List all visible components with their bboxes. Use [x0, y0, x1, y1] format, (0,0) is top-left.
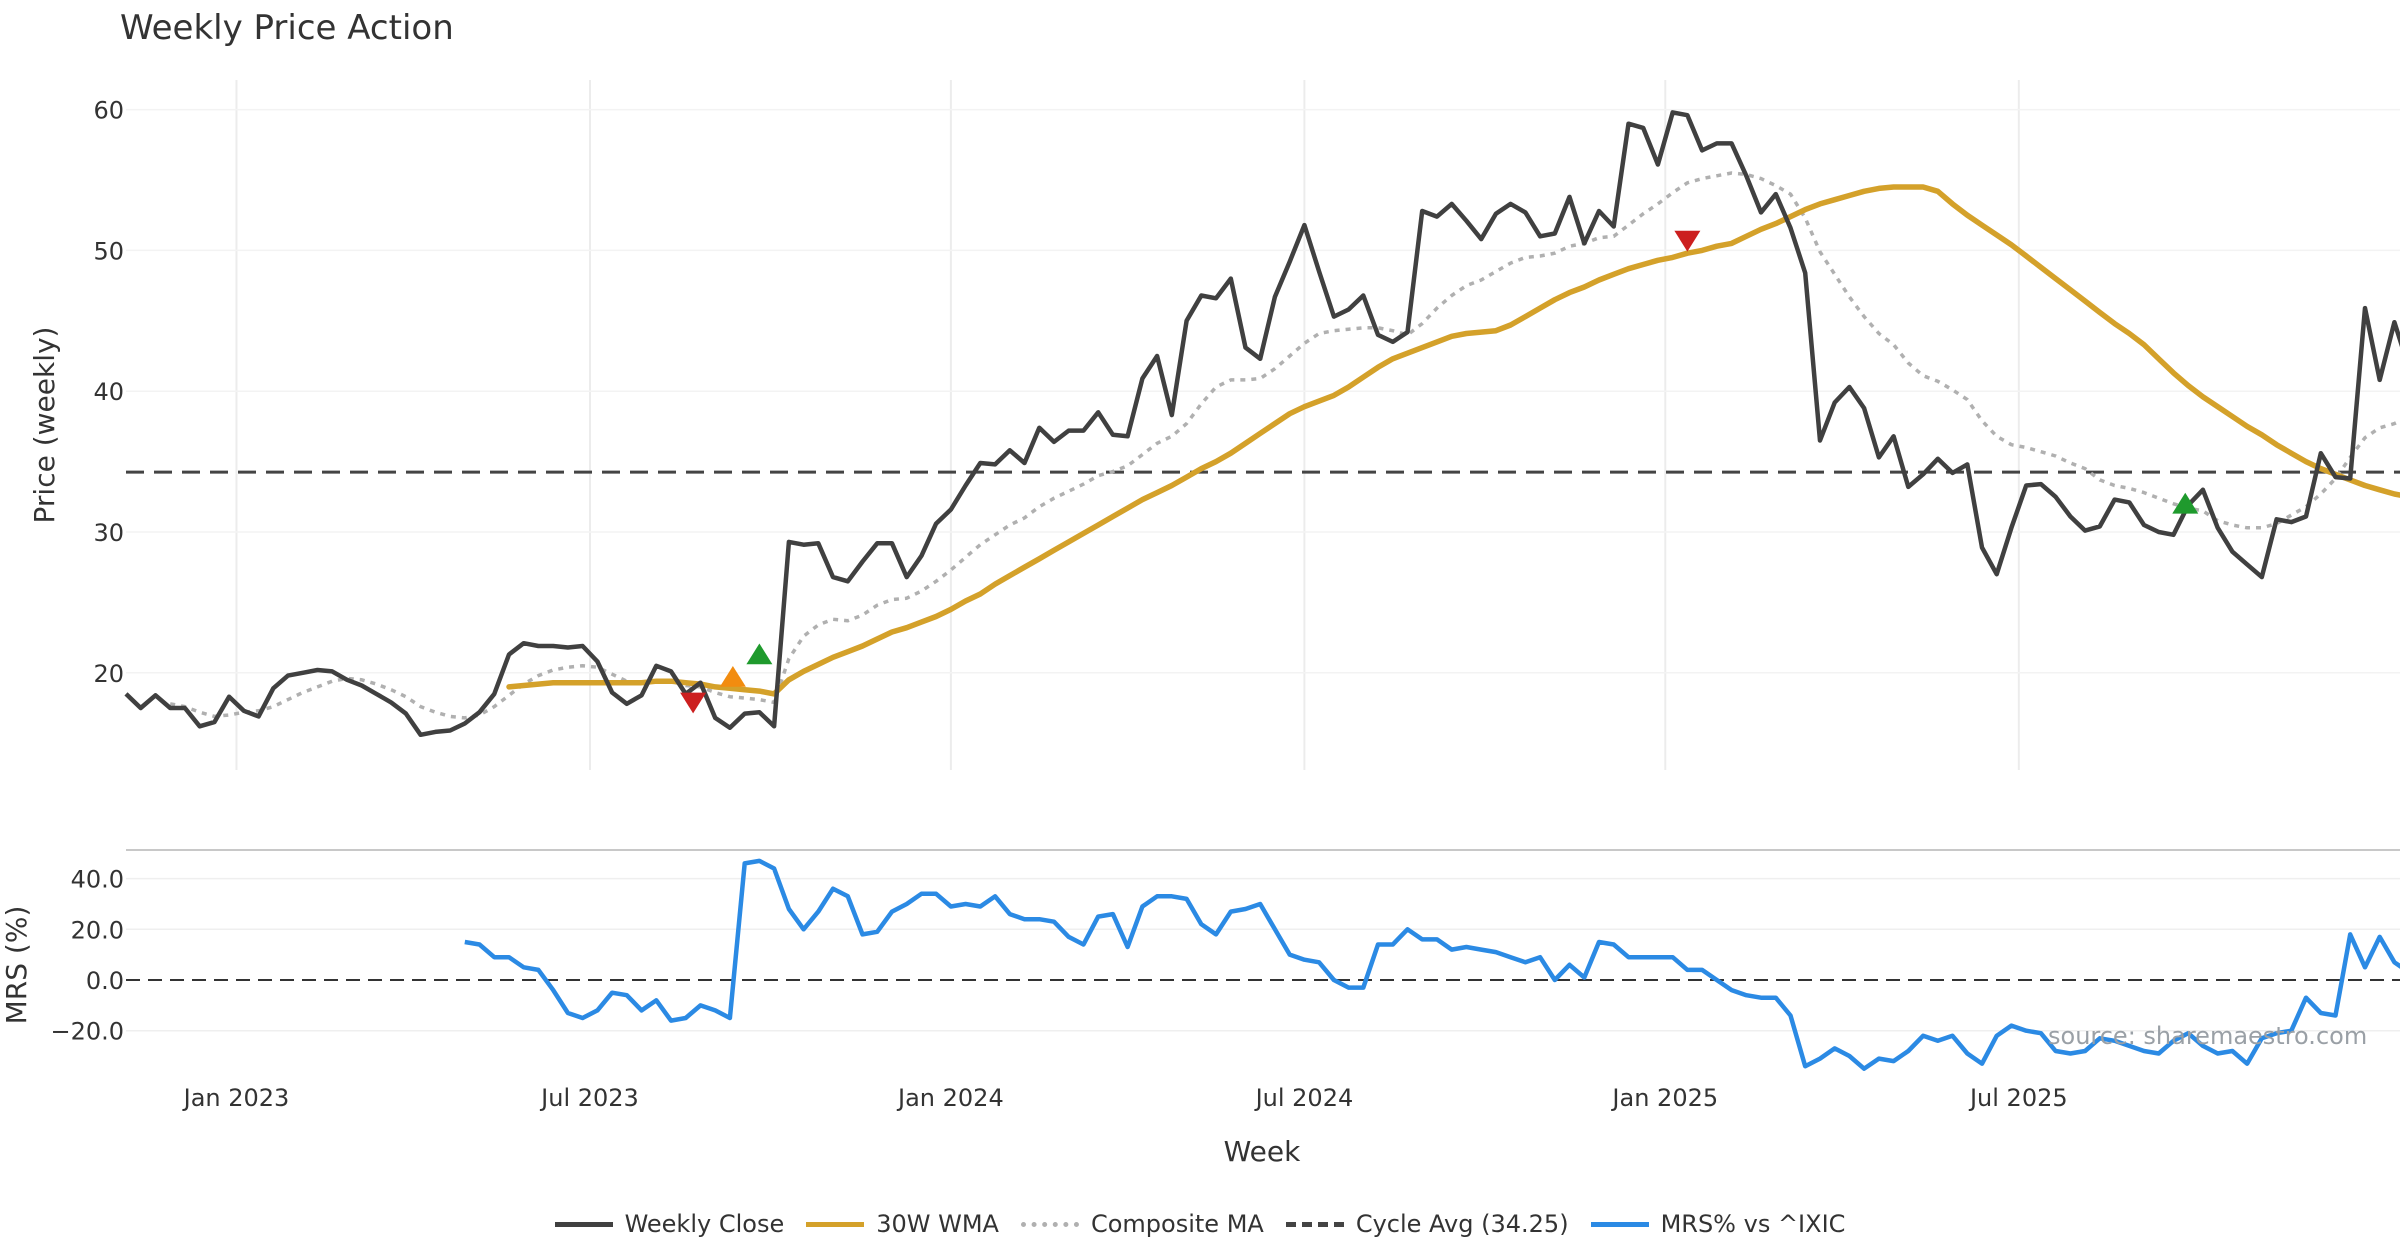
legend-label: MRS% vs ^IXIC: [1660, 1210, 1846, 1238]
weekly-close-line: [124, 110, 2400, 738]
legend-item-composite-ma[interactable]: Composite MA: [1020, 1210, 1264, 1238]
legend-item-30w-wma[interactable]: 30W WMA: [806, 1210, 999, 1238]
legend-item-cycle-avg[interactable]: Cycle Avg (34.25): [1285, 1210, 1569, 1238]
price-y-tick-label: 30: [93, 519, 124, 547]
composite-ma-line: [169, 171, 2400, 720]
price-panel-gridlines: [126, 80, 2400, 770]
price-y-tick-label: 20: [93, 660, 124, 688]
x-tick-label: Jan 2023: [182, 1084, 290, 1112]
mrs-y-tick-labels: 40.0 20.0 0.0 −20.0: [50, 866, 124, 1046]
price-y-axis-label: Price (weekly): [28, 327, 61, 524]
legend-item-mrs[interactable]: MRS% vs ^IXIC: [1590, 1210, 1846, 1238]
x-axis-label: Week: [1224, 1135, 1301, 1168]
legend-swatch-30w-wma: [806, 1221, 865, 1227]
buy-signal-marker: [719, 665, 746, 687]
legend-label: 30W WMA: [876, 1210, 999, 1238]
price-y-tick-label: 60: [93, 97, 124, 125]
price-series-group: [124, 110, 2400, 738]
legend-swatch-mrs: [1590, 1221, 1649, 1227]
legend-label: Cycle Avg (34.25): [1355, 1210, 1569, 1238]
mrs-y-tick-label: 40.0: [71, 866, 124, 894]
mrs-y-tick-label: 0.0: [86, 967, 124, 995]
legend-swatch-composite-ma: [1020, 1221, 1079, 1227]
chart-title: Weekly Price Action: [120, 8, 454, 48]
x-tick-labels: Jan 2023 Jul 2023 Jan 2024 Jul 2024 Jan 2025…: [182, 1084, 2068, 1112]
x-tick-label: Jul 2025: [1968, 1084, 2068, 1112]
wma-30w-line: [506, 184, 2400, 697]
legend-label: Weekly Close: [624, 1210, 785, 1238]
x-tick-label: Jan 2024: [896, 1084, 1004, 1112]
x-tick-label: Jan 2025: [1610, 1084, 1718, 1112]
mrs-y-axis-label: MRS (%): [0, 906, 33, 1025]
price-y-tick-label: 50: [93, 237, 124, 265]
signal-markers: [680, 230, 2199, 714]
source-watermark: source: sharemaestro.com: [2048, 1022, 2368, 1050]
mrs-y-tick-label: −20.0: [50, 1018, 124, 1046]
legend-swatch-weekly-close: [554, 1221, 613, 1227]
x-tick-label: Jul 2024: [1254, 1084, 1354, 1112]
legend: Weekly Close 30W WMA Composite MA Cycle …: [0, 1210, 2400, 1238]
mrs-y-tick-label: 20.0: [71, 916, 124, 944]
mrs-panel-gridlines: [126, 877, 2400, 1032]
mrs-series-group: [126, 858, 2400, 1071]
legend-swatch-cycle-avg: [1285, 1221, 1344, 1227]
legend-label: Composite MA: [1090, 1210, 1264, 1238]
price-y-tick-labels: 20 30 40 50 60: [93, 97, 124, 688]
x-tick-label: Jul 2023: [539, 1084, 639, 1112]
buy-signal-marker: [2172, 492, 2199, 514]
sell-signal-marker: [680, 692, 707, 714]
mrs-line: [464, 858, 2400, 1071]
legend-item-weekly-close[interactable]: Weekly Close: [554, 1210, 785, 1238]
buy-signal-marker: [746, 643, 773, 665]
price-y-tick-label: 40: [93, 378, 124, 406]
sell-signal-marker: [1674, 230, 1701, 252]
